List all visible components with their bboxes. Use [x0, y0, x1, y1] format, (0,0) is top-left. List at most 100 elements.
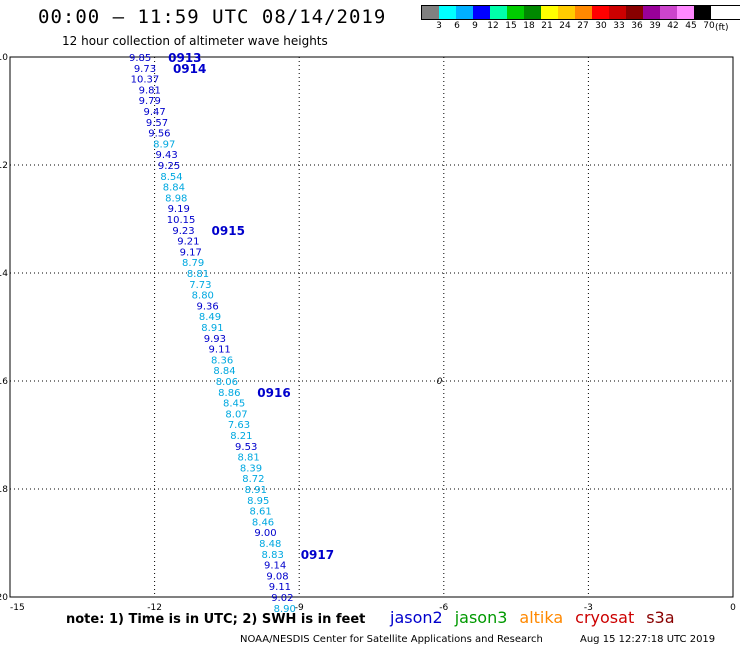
x-tick-label: -9	[295, 603, 304, 613]
y-tick-label: -20	[0, 593, 8, 603]
swh-value-label: 7.63	[228, 420, 250, 431]
page-subtitle: 12 hour collection of altimeter wave hei…	[62, 34, 328, 48]
legend-swatch	[643, 6, 660, 19]
time-label: 0913	[168, 51, 201, 65]
legend-label: 18	[523, 21, 535, 31]
swh-value-label: 8.45	[223, 399, 245, 410]
legend-label: 3	[436, 21, 442, 31]
swh-value-label: 8.95	[247, 496, 269, 507]
timestamp-text: Aug 15 12:27:18 UTC 2019	[580, 634, 716, 645]
legend-swatch	[422, 6, 439, 19]
legend-label: 24	[559, 21, 571, 31]
time-label: 0917	[301, 548, 334, 562]
plot-frame	[9, 56, 734, 598]
swh-value-label: 8.98	[165, 193, 187, 204]
y-tick-label: -14	[0, 269, 8, 279]
legend-swatch	[456, 6, 473, 19]
map-marker-label: 0	[437, 377, 443, 387]
legend-swatch	[677, 6, 694, 19]
swh-value-label: 10.37	[131, 75, 160, 86]
legend-label: 9	[472, 21, 478, 31]
x-tick-label: -12	[147, 603, 162, 613]
legend-label: 39	[649, 21, 661, 31]
legend-unit: (ft)	[715, 23, 729, 33]
legend-label: 45	[685, 21, 697, 31]
swh-value-label: 8.79	[182, 258, 204, 269]
swh-value-label: 8.84	[213, 366, 235, 377]
swh-value-label: 8.91	[245, 485, 267, 496]
legend-label: 6	[454, 21, 460, 31]
swh-value-label: 9.25	[158, 161, 180, 172]
legend-swatch	[694, 6, 711, 19]
legend-label: 12	[487, 21, 499, 31]
swh-value-label: 8.97	[153, 139, 175, 150]
swh-value-label: 8.81	[237, 453, 259, 464]
swh-value-label: 8.61	[250, 507, 272, 518]
legend-labels: 3 6 9 12 15 18 21 24 27 30 33 36 39 42 45 70	[421, 20, 740, 32]
footer-note: note: 1) Time is in UTC; 2) SWH is in fe…	[66, 612, 366, 627]
swh-value-label: 8.72	[242, 474, 264, 485]
swh-value-label: 8.90	[274, 604, 296, 615]
swh-value-label: 8.36	[211, 355, 233, 366]
swh-value-label: 9.00	[254, 528, 276, 539]
legend-swatch	[473, 6, 490, 19]
swh-value-label: 8.81	[187, 269, 209, 280]
swh-value-label: 9.73	[134, 64, 156, 75]
x-tick-label: -3	[584, 603, 593, 613]
swh-value-label: 9.21	[177, 237, 199, 248]
legend-swatch	[524, 6, 541, 19]
y-tick-label: -12	[0, 161, 8, 171]
satellite-label: jason2	[390, 608, 443, 627]
swh-value-label: 8.49	[199, 312, 221, 323]
swh-value-label: 9.43	[156, 150, 178, 161]
swh-value-label: 8.83	[262, 550, 284, 561]
swh-value-label: 8.06	[216, 377, 238, 388]
legend-swatch	[558, 6, 575, 19]
swh-value-label: 9.53	[235, 442, 257, 453]
swh-value-label: 9.36	[196, 301, 218, 312]
swh-value-label: 8.48	[259, 539, 281, 550]
swh-value-label: 8.91	[201, 323, 223, 334]
swh-value-label: 9.08	[266, 571, 288, 582]
legend-label: 30	[595, 21, 607, 31]
swh-value-label: 9.85	[129, 53, 151, 64]
swh-value-label: 9.79	[139, 96, 161, 107]
swh-value-label: 8.07	[225, 409, 247, 420]
swh-value-label: 9.11	[269, 582, 291, 593]
legend-label: 21	[541, 21, 553, 31]
x-tick-label: -6	[439, 603, 448, 613]
legend-label: 36	[631, 21, 643, 31]
satellite-label: s3a	[646, 608, 675, 627]
legend-swatch	[609, 6, 626, 19]
legend-label: 27	[577, 21, 589, 31]
y-tick-label: -10	[0, 53, 8, 63]
swh-value-label: 9.19	[168, 204, 190, 215]
legend-swatch	[541, 6, 558, 19]
swh-value-label: 8.54	[160, 172, 182, 183]
swh-value-label: 9.02	[271, 593, 293, 604]
satellite-legend: jason2 jason3 altika cryosat s3a	[390, 608, 687, 627]
swh-value-label: 9.11	[209, 345, 231, 356]
swh-value-label: 9.57	[146, 118, 168, 129]
swh-value-label: 8.46	[252, 517, 274, 528]
y-tick-label: -16	[0, 377, 8, 387]
legend-swatch	[660, 6, 677, 19]
y-tick-label: -18	[0, 485, 8, 495]
swh-value-label: 10.15	[167, 215, 196, 226]
swh-value-label: 9.23	[172, 226, 194, 237]
legend-label: 15	[505, 21, 517, 31]
time-label: 0916	[257, 386, 290, 400]
satellite-label: altika	[519, 608, 564, 627]
legend-label: 42	[667, 21, 679, 31]
legend-swatch	[490, 6, 507, 19]
legend-label: 70	[703, 21, 715, 31]
legend-swatch	[439, 6, 456, 19]
legend-swatches	[421, 5, 740, 20]
page-title: 00:00 – 11:59 UTC 08/14/2019	[38, 6, 387, 28]
swh-value-label: 8.86	[218, 388, 240, 399]
satellite-label: cryosat	[575, 608, 635, 627]
credit-text: NOAA/NESDIS Center for Satellite Applica…	[240, 634, 543, 645]
legend-swatch	[626, 6, 643, 19]
swh-value-label: 8.21	[230, 431, 252, 442]
swh-value-label: 7.73	[189, 280, 211, 291]
